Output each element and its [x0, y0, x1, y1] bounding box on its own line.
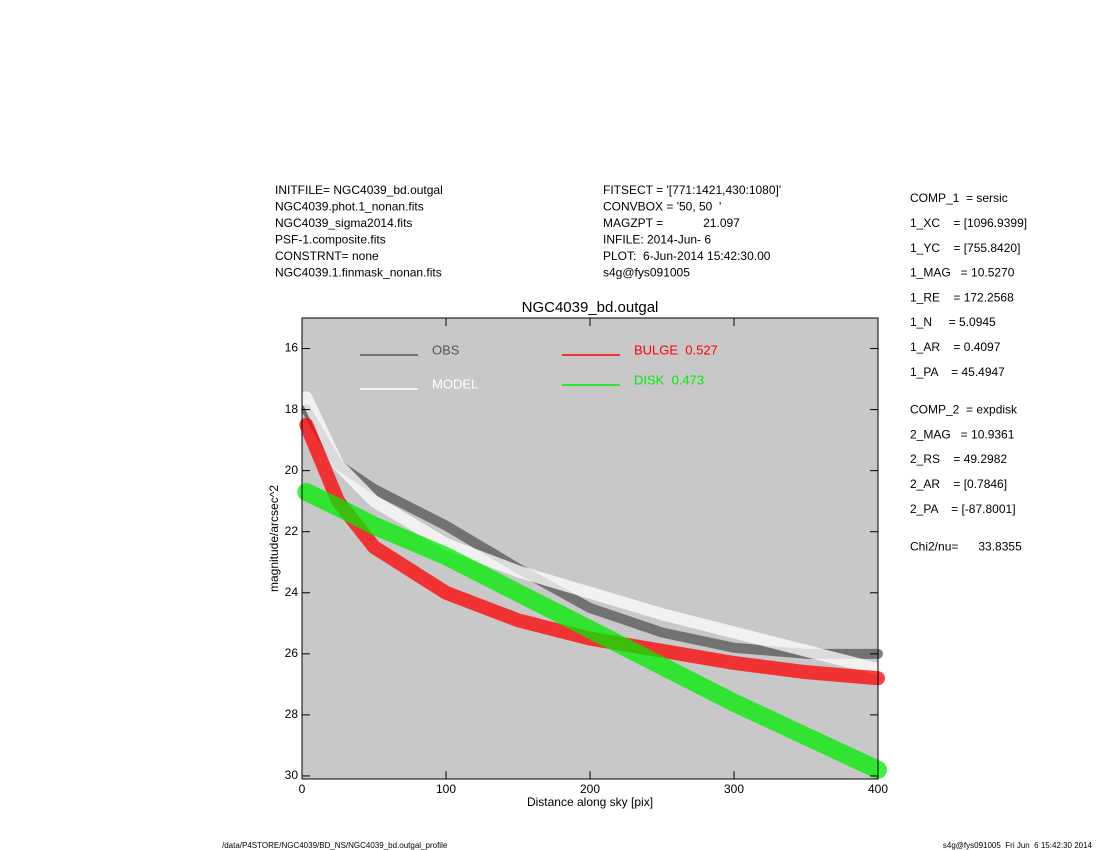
header-text: CONVBOX = '50, 50 '	[603, 200, 721, 214]
y-axis-label: magnitude/arcsec^2	[267, 485, 281, 592]
parameter-text: 2_MAG = 10.9361	[910, 427, 1015, 441]
chart-title: NGC4039_bd.outgal	[522, 299, 659, 316]
parameter-text: Chi2/nu= 33.8355	[910, 540, 1022, 554]
y-tick-label: 30	[285, 768, 299, 782]
parameter-text: COMP_2 = expdisk	[910, 403, 1018, 417]
legend-label: DISK 0.473	[634, 372, 704, 387]
legend-label: BULGE 0.527	[634, 342, 718, 357]
series-line	[300, 391, 884, 676]
header-text: MAGZPT = 21.097	[603, 216, 740, 230]
y-tick-label: 16	[285, 341, 299, 355]
y-tick-label: 18	[285, 402, 299, 416]
parameter-text: 1_AR = 0.4097	[910, 340, 1001, 354]
y-tick-label: 22	[285, 524, 299, 538]
parameter-text: 1_MAG = 10.5270	[910, 266, 1015, 280]
footer-text: /data/P4STORE/NGC4039/BD_NS/NGC4039_bd.o…	[222, 841, 448, 850]
plot-area	[302, 318, 878, 779]
y-tick-label: 28	[285, 707, 299, 721]
parameter-text: 1_YC = [755.8420]	[910, 241, 1020, 255]
header-text: PLOT: 6-Jun-2014 15:42:30.00	[603, 249, 771, 263]
x-axis-label: Distance along sky [pix]	[527, 795, 653, 809]
y-tick-label: 20	[285, 463, 299, 477]
header-text: NGC4039_sigma2014.fits	[275, 216, 412, 230]
header-text: INFILE: 2014-Jun- 6	[603, 233, 711, 247]
footer-text: s4g@fys091005 Fri Jun 6 15:42:30 2014	[943, 841, 1093, 850]
header-text: INITFILE= NGC4039_bd.outgal	[275, 183, 443, 197]
y-tick-label: 26	[285, 646, 299, 660]
header-text: CONSTRNT= none	[275, 249, 379, 263]
y-tick-label: 24	[285, 585, 299, 599]
legend-label: MODEL	[432, 376, 478, 391]
header-text: FITSECT = '[771:1421,430:1080]'	[603, 183, 781, 197]
parameter-text: 2_RS = 49.2982	[910, 452, 1007, 466]
x-tick-label: 300	[724, 782, 744, 796]
x-tick-label: 200	[580, 782, 600, 796]
header-text: NGC4039.phot.1_nonan.fits	[275, 200, 424, 214]
parameter-text: 2_PA = [-87.8001]	[910, 502, 1016, 516]
header-text: NGC4039.1.finmask_nonan.fits	[275, 266, 442, 280]
legend-label: OBS	[432, 342, 460, 357]
parameter-text: 2_AR = [0.7846]	[910, 477, 1007, 491]
x-tick-label: 100	[436, 782, 456, 796]
x-tick-label: 400	[868, 782, 888, 796]
series-line	[297, 483, 887, 779]
content: INITFILE= NGC4039_bd.outgal NGC4039.phot.…	[222, 183, 1093, 850]
parameter-text: COMP_1 = sersic	[910, 191, 1008, 205]
parameter-text: 1_XC = [1096.9399]	[910, 216, 1027, 230]
header-text: s4g@fys091005	[603, 266, 690, 280]
parameter-text: 1_N = 5.0945	[910, 315, 996, 329]
parameter-text: 1_RE = 172.2568	[910, 290, 1014, 304]
parameter-text: 1_PA = 45.4947	[910, 365, 1005, 379]
x-tick-label: 0	[299, 782, 306, 796]
header-text: PSF-1.composite.fits	[275, 233, 386, 247]
